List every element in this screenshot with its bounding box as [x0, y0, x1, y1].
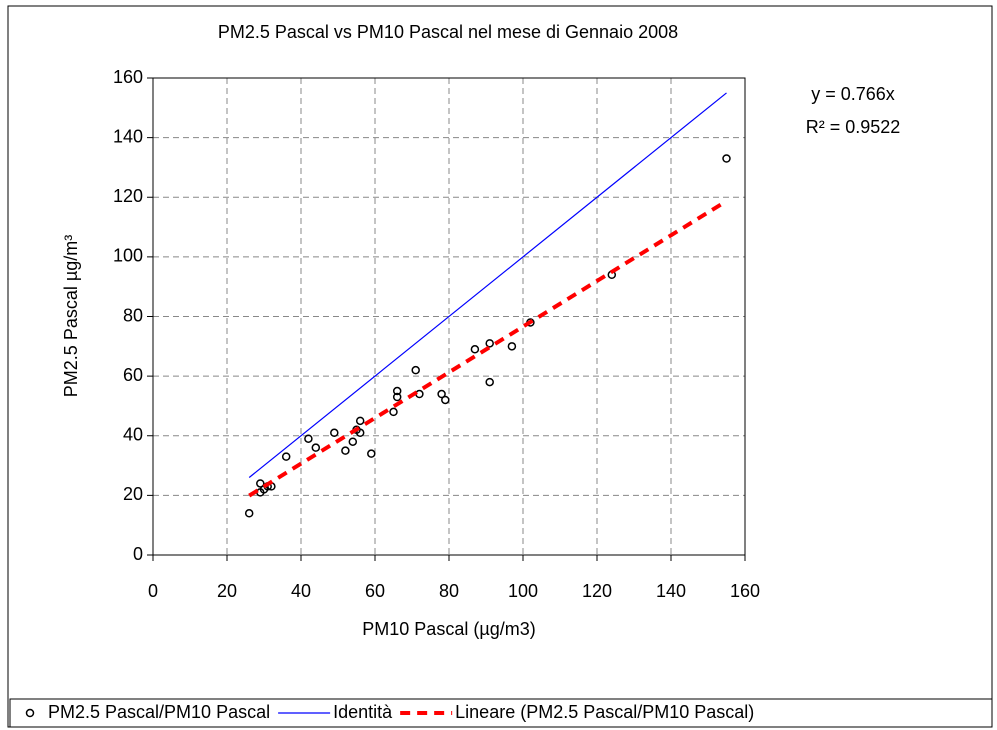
y-tick-label: 40: [123, 425, 143, 445]
annotation: R² = 0.9522: [806, 117, 901, 137]
y-tick-label: 140: [113, 126, 143, 146]
line: [248, 92, 727, 478]
plot-border: [152, 77, 746, 556]
legend-label: Lineare (PM2.5 Pascal/PM10 Pascal): [455, 702, 754, 722]
point: [389, 407, 398, 417]
point: [485, 339, 494, 348]
point: [722, 154, 731, 163]
point: [281, 452, 291, 461]
annotation: y = 0.766x: [811, 84, 895, 104]
point: [355, 428, 365, 438]
y-tick-label: 120: [113, 186, 143, 206]
point: [244, 509, 254, 518]
x-tick-label: 20: [217, 581, 237, 601]
point: [355, 416, 365, 426]
point: [437, 389, 446, 399]
x-tick-label: 140: [656, 581, 686, 601]
x-tick-label: 60: [365, 581, 385, 601]
x-tick-label: 80: [439, 581, 459, 601]
point: [411, 365, 420, 375]
x-tick-label: 120: [582, 581, 612, 601]
point: [341, 446, 350, 455]
point: [256, 479, 265, 488]
point: [441, 395, 450, 405]
point: [304, 434, 313, 443]
x-axis-label: PM10 Pascal (µg/m3): [362, 619, 535, 639]
point: [507, 342, 517, 351]
legend-label: Identità: [333, 702, 393, 722]
y-tick-label: 20: [123, 484, 143, 504]
x-tick-label: 100: [508, 581, 538, 601]
point: [367, 449, 376, 458]
y-tick-label: 60: [123, 365, 143, 385]
point: [470, 345, 480, 354]
y-tick-label: 160: [113, 67, 143, 87]
x-tick-label: 0: [148, 581, 158, 601]
point: [485, 377, 494, 387]
legend-label: PM2.5 Pascal/PM10 Pascal: [48, 702, 270, 722]
y-axis-label: PM2.5 Pascal µg/m³: [61, 235, 81, 397]
chart-title: PM2.5 Pascal vs PM10 Pascal nel mese di …: [218, 22, 678, 42]
point: [330, 428, 339, 438]
legend-box: [9, 698, 993, 728]
point: [311, 443, 321, 452]
y-tick-label: 0: [133, 544, 143, 564]
point: [348, 437, 358, 446]
x-tick-label: 40: [291, 581, 311, 601]
point: [392, 386, 402, 396]
legend-marker: [25, 708, 35, 718]
x-tick-label: 160: [730, 581, 760, 601]
y-tick-label: 100: [113, 246, 143, 266]
line: [248, 199, 728, 498]
point: [392, 392, 402, 402]
y-tick-label: 80: [123, 305, 143, 325]
